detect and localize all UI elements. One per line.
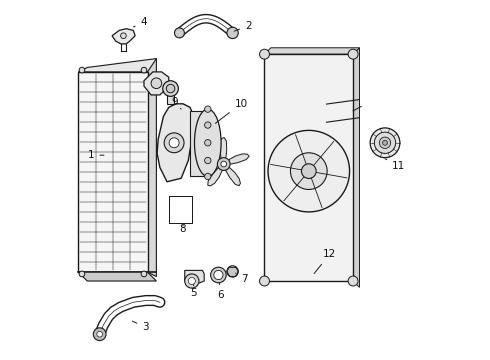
Circle shape: [151, 78, 162, 89]
Circle shape: [93, 328, 106, 341]
Text: 3: 3: [132, 321, 149, 332]
Circle shape: [221, 161, 226, 167]
Polygon shape: [157, 104, 194, 182]
Circle shape: [291, 153, 327, 189]
Circle shape: [164, 133, 184, 153]
Circle shape: [205, 173, 211, 180]
Circle shape: [260, 276, 270, 286]
Circle shape: [188, 278, 196, 284]
Circle shape: [348, 276, 358, 286]
Circle shape: [97, 331, 102, 337]
Polygon shape: [144, 72, 169, 95]
Polygon shape: [220, 138, 227, 164]
Polygon shape: [167, 93, 174, 104]
Circle shape: [301, 164, 316, 179]
Circle shape: [166, 84, 175, 93]
Circle shape: [374, 132, 395, 153]
Polygon shape: [224, 154, 249, 164]
Text: 7: 7: [236, 273, 247, 284]
Polygon shape: [78, 272, 156, 281]
Circle shape: [370, 128, 400, 158]
Text: 10: 10: [215, 99, 247, 123]
Circle shape: [169, 138, 179, 148]
Circle shape: [141, 271, 147, 277]
Circle shape: [121, 33, 126, 39]
Text: 6: 6: [217, 283, 223, 300]
Circle shape: [211, 267, 226, 283]
Polygon shape: [224, 164, 241, 186]
Circle shape: [348, 49, 358, 59]
Circle shape: [205, 157, 211, 164]
Circle shape: [379, 137, 391, 148]
Circle shape: [79, 67, 85, 73]
Circle shape: [260, 49, 270, 59]
Text: 1: 1: [88, 150, 104, 160]
Text: 12: 12: [314, 249, 336, 274]
Circle shape: [227, 266, 238, 277]
Polygon shape: [78, 72, 147, 272]
Polygon shape: [190, 111, 204, 176]
Circle shape: [383, 140, 388, 145]
Polygon shape: [147, 59, 156, 276]
Polygon shape: [185, 270, 204, 284]
Text: 5: 5: [190, 284, 197, 298]
Circle shape: [163, 81, 178, 96]
Circle shape: [205, 106, 211, 112]
Circle shape: [141, 67, 147, 73]
Ellipse shape: [195, 109, 221, 176]
Circle shape: [79, 271, 85, 277]
Circle shape: [214, 270, 223, 280]
Circle shape: [227, 27, 238, 39]
Polygon shape: [198, 154, 224, 165]
Polygon shape: [208, 164, 224, 186]
Circle shape: [218, 158, 230, 170]
Text: 8: 8: [180, 224, 186, 234]
Text: 2: 2: [234, 21, 252, 31]
Text: 9: 9: [171, 97, 181, 109]
Polygon shape: [265, 54, 353, 281]
Circle shape: [268, 130, 349, 212]
Circle shape: [185, 274, 199, 288]
Polygon shape: [353, 48, 360, 287]
Polygon shape: [78, 59, 156, 72]
Circle shape: [205, 140, 211, 146]
Text: 11: 11: [385, 159, 405, 171]
Circle shape: [174, 28, 184, 38]
Polygon shape: [265, 48, 360, 54]
Circle shape: [205, 122, 211, 128]
Text: 4: 4: [133, 17, 147, 27]
Polygon shape: [112, 29, 135, 44]
